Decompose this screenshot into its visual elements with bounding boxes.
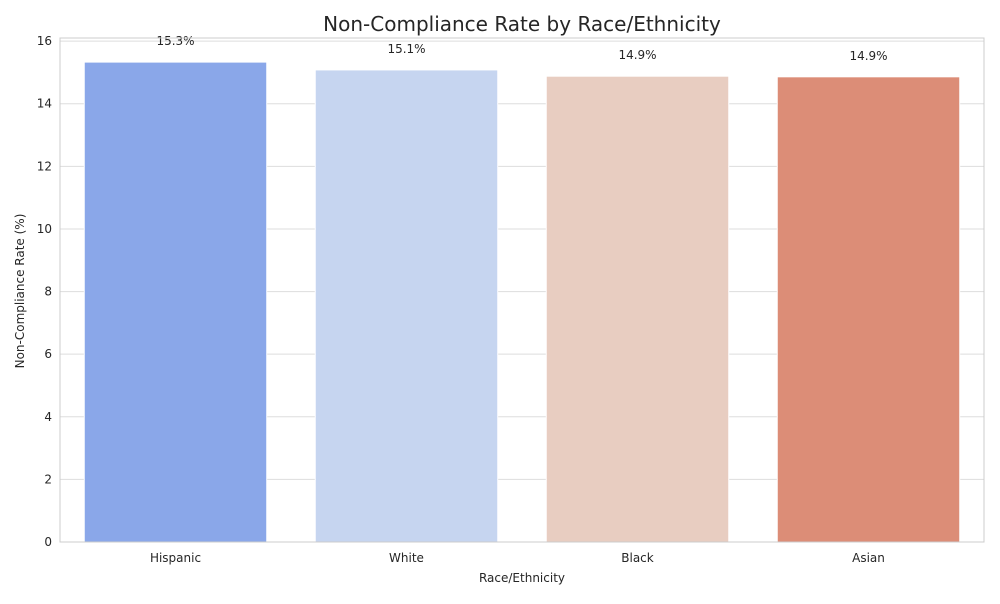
- x-axis-label: Race/Ethnicity: [479, 571, 565, 585]
- data-label-asian: 14.9%: [849, 49, 887, 63]
- data-label-white: 15.1%: [387, 42, 425, 56]
- y-tick-label: 8: [44, 285, 52, 299]
- y-tick-label: 0: [44, 535, 52, 549]
- y-tick-label: 6: [44, 347, 52, 361]
- y-tick-label: 14: [37, 97, 52, 111]
- y-tick-label: 10: [37, 222, 52, 236]
- y-tick-label: 16: [37, 34, 52, 48]
- bar-asian: [776, 76, 961, 543]
- y-tick-label: 2: [44, 472, 52, 486]
- chart-title: Non-Compliance Rate by Race/Ethnicity: [323, 12, 721, 36]
- x-tick-label: Black: [621, 551, 654, 565]
- bar-white: [314, 69, 499, 543]
- bars: [83, 61, 961, 543]
- axis-ticks: 0 2 4 6 8 10 12 14 16 Hispanic White Black Asian: [37, 34, 885, 565]
- data-label-black: 14.9%: [618, 48, 656, 62]
- x-tick-label: Hispanic: [150, 551, 201, 565]
- x-tick-label: White: [389, 551, 424, 565]
- y-axis-label: Non-Compliance Rate (%): [13, 214, 27, 369]
- bar-black: [545, 75, 730, 543]
- y-tick-label: 12: [37, 159, 52, 173]
- x-tick-label: Asian: [852, 551, 885, 565]
- y-tick-label: 4: [44, 410, 52, 424]
- data-label-hispanic: 15.3%: [156, 34, 194, 48]
- bar-hispanic: [83, 61, 268, 543]
- plot-frame: [59, 37, 985, 543]
